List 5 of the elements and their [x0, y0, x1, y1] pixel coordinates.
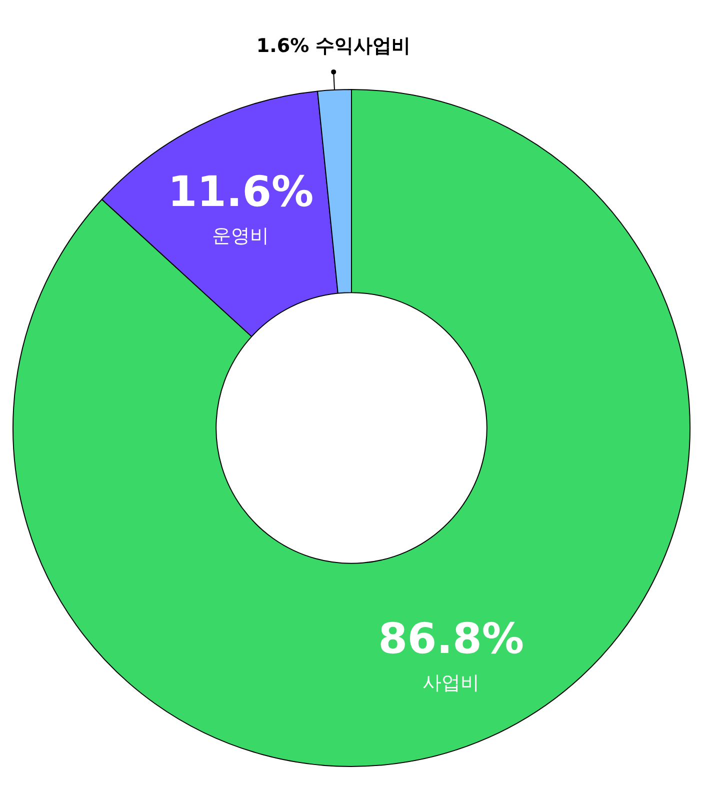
data-label: 86.8% — [378, 614, 524, 664]
slice-label: 사업비 — [422, 672, 480, 694]
slice-label: 1.6% 수익사업비 — [256, 34, 411, 57]
data-label: 11.6% — [168, 167, 314, 216]
slice-label: 운영비 — [212, 225, 270, 248]
